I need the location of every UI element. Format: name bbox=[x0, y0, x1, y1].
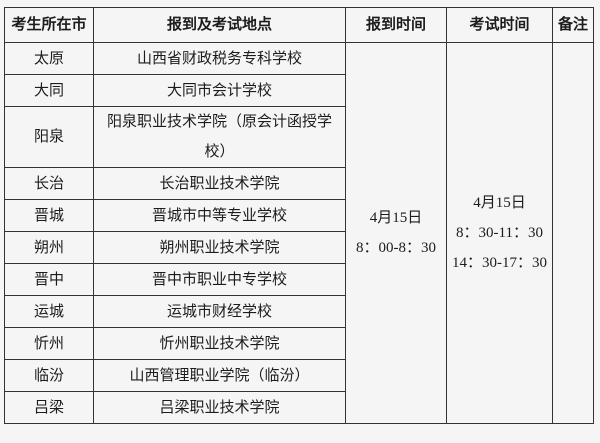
city-cell: 大同 bbox=[4, 74, 94, 107]
table-row: 大同 大同市会计学校 bbox=[4, 74, 594, 107]
exam-time-cell: 4月15日 8：30-11：30 14：30-17：30 bbox=[446, 42, 553, 424]
location-cell: 山西省财政税务专科学校 bbox=[93, 42, 346, 75]
location-cell: 阳泉职业技术学院（原会计函授学校） bbox=[93, 106, 346, 168]
location-cell: 忻州职业技术学院 bbox=[93, 327, 346, 360]
table-row: 吕梁 吕梁职业技术学院 bbox=[4, 391, 594, 424]
location-cell: 山西管理职业学院（临汾） bbox=[93, 359, 346, 392]
header-row: 考生所在市 报到及考试地点 报到时间 考试时间 备注 bbox=[4, 7, 594, 43]
table-row: 长治 长治职业技术学院 bbox=[4, 167, 594, 200]
city-cell: 吕梁 bbox=[4, 391, 94, 424]
header-exam-time: 考试时间 bbox=[446, 7, 553, 43]
report-time-cell: 4月15日 8：00-8：30 bbox=[345, 42, 447, 424]
table-row: 晋中 晋中市职业中专学校 bbox=[4, 263, 594, 296]
table-row: 太原 山西省财政税务专科学校 4月15日 8：00-8：30 4月15日 8：3… bbox=[4, 42, 594, 424]
city-cell: 晋中 bbox=[4, 263, 94, 296]
city-cell: 临汾 bbox=[4, 359, 94, 392]
location-cell: 大同市会计学校 bbox=[93, 74, 346, 107]
remark-cell bbox=[552, 42, 594, 424]
table-row: 忻州 忻州职业技术学院 bbox=[4, 327, 594, 360]
header-report-time: 报到时间 bbox=[345, 7, 447, 43]
table-row: 晋城 晋城市中等专业学校 bbox=[4, 199, 594, 232]
location-cell: 晋中市职业中专学校 bbox=[93, 263, 346, 296]
city-cell: 朔州 bbox=[4, 231, 94, 264]
exam-schedule-table: 考生所在市 报到及考试地点 报到时间 考试时间 备注 太原 山西省财政税务专科学… bbox=[4, 7, 594, 424]
city-cell: 运城 bbox=[4, 295, 94, 328]
city-cell: 长治 bbox=[4, 167, 94, 200]
location-cell: 运城市财经学校 bbox=[93, 295, 346, 328]
city-cell: 晋城 bbox=[4, 199, 94, 232]
location-cell: 晋城市中等专业学校 bbox=[93, 199, 346, 232]
city-cell: 阳泉 bbox=[4, 106, 94, 168]
header-location: 报到及考试地点 bbox=[93, 7, 346, 43]
city-cell: 太原 bbox=[4, 42, 94, 75]
location-cell: 长治职业技术学院 bbox=[93, 167, 346, 200]
location-cell: 朔州职业技术学院 bbox=[93, 231, 346, 264]
location-cell: 吕梁职业技术学院 bbox=[93, 391, 346, 424]
city-cell: 忻州 bbox=[4, 327, 94, 360]
header-remark: 备注 bbox=[552, 7, 594, 43]
table-row: 阳泉 阳泉职业技术学院（原会计函授学校） bbox=[4, 106, 594, 168]
header-city: 考生所在市 bbox=[4, 7, 94, 43]
